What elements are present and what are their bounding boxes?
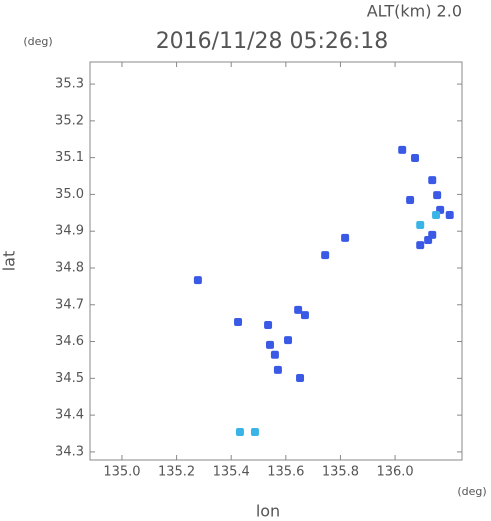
x-tick-label: 135.8 xyxy=(322,465,359,480)
x-tick-label: 135.2 xyxy=(158,465,195,480)
y-tick-label: 35.3 xyxy=(55,77,84,92)
y-tick-label: 34.9 xyxy=(55,224,84,239)
y-axis-label: lat xyxy=(0,251,19,272)
y-tick-label: 34.4 xyxy=(55,408,84,423)
echo xyxy=(296,373,305,382)
echo xyxy=(193,276,202,285)
x-tick-label: 135.6 xyxy=(267,465,304,480)
echo xyxy=(416,241,425,250)
x-unit: (deg) xyxy=(457,485,486,498)
y-tick-label: 34.8 xyxy=(55,260,84,275)
y-tick-label: 35.1 xyxy=(55,150,84,165)
echo xyxy=(270,350,279,359)
echo xyxy=(235,428,244,437)
echo xyxy=(250,428,259,437)
echo xyxy=(433,191,442,200)
echo xyxy=(321,251,330,260)
y-tick-label: 34.3 xyxy=(55,444,84,459)
plot-frame xyxy=(89,61,463,461)
echo xyxy=(300,311,309,320)
echo xyxy=(406,195,415,204)
echo xyxy=(264,321,273,330)
echo xyxy=(424,236,433,245)
echo xyxy=(428,176,437,185)
altitude: ALT(km) 2.0 xyxy=(367,2,462,21)
echo xyxy=(294,305,303,314)
chart-title: 2016/11/28 05:26:18 xyxy=(156,29,389,54)
x-tick-label: 135.4 xyxy=(213,465,250,480)
echo xyxy=(416,220,425,229)
y-tick-label: 34.6 xyxy=(55,334,84,349)
echo xyxy=(432,211,441,220)
y-tick-label: 34.7 xyxy=(55,297,84,312)
echo xyxy=(341,233,350,242)
echo xyxy=(265,340,274,349)
y-unit: (deg) xyxy=(23,35,52,48)
x-axis-label: lon xyxy=(256,502,280,521)
echo xyxy=(411,154,420,163)
echo xyxy=(273,365,282,374)
y-tick-label: 34.5 xyxy=(55,371,84,386)
echo xyxy=(445,211,454,220)
echo xyxy=(398,145,407,154)
echo xyxy=(234,318,243,327)
echo xyxy=(284,336,293,345)
y-tick-label: 35.2 xyxy=(55,113,84,128)
x-tick-label: 136.0 xyxy=(376,465,413,480)
x-tick-label: 135.0 xyxy=(103,465,140,480)
y-tick-label: 35.0 xyxy=(55,187,84,202)
